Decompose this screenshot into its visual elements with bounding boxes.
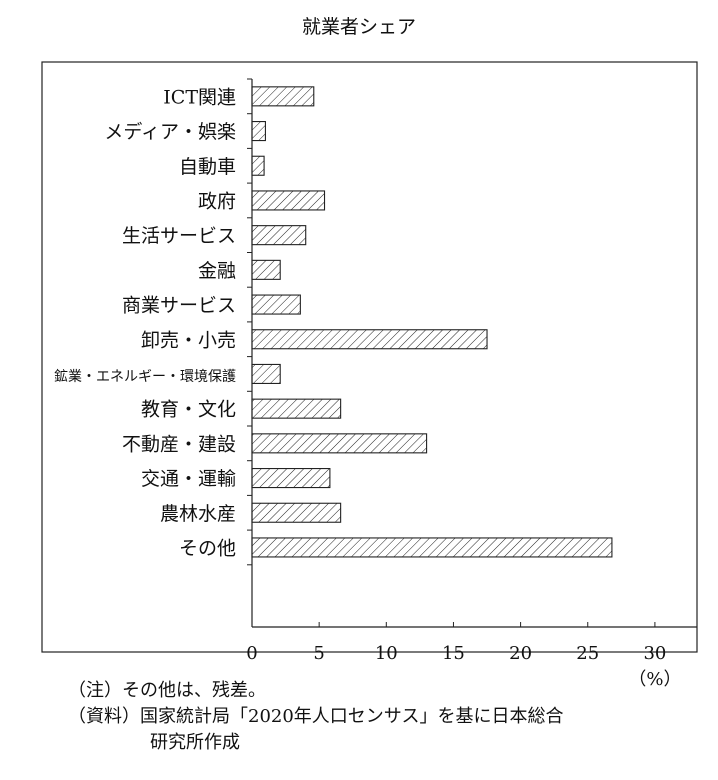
note-1-text: その他は、残差。 xyxy=(122,680,266,701)
chart-frame xyxy=(41,61,698,653)
note-1: （注）その他は、残差。 xyxy=(68,676,266,702)
chart-title: 就業者シェア xyxy=(301,16,416,38)
bar-3 xyxy=(251,190,326,211)
category-label: 生活サービス xyxy=(122,225,236,247)
bar-11 xyxy=(251,467,331,489)
bar-6 xyxy=(251,294,301,315)
bar-9 xyxy=(251,398,342,419)
x-tick-label: 25 xyxy=(576,643,599,664)
note-1-label: （注） xyxy=(68,680,122,701)
bar-10 xyxy=(251,433,428,454)
x-tick-label: 10 xyxy=(375,643,398,664)
bar-1 xyxy=(251,121,266,142)
bar-8 xyxy=(251,363,281,385)
x-tick-label: 0 xyxy=(246,643,257,664)
x-unit-label: （%） xyxy=(628,669,681,690)
bar-13 xyxy=(251,537,613,558)
x-tick-label: 15 xyxy=(442,643,465,664)
category-label: その他 xyxy=(179,537,236,559)
x-tick-label: 30 xyxy=(643,643,666,664)
bar-7 xyxy=(251,329,488,350)
x-tick-label: 20 xyxy=(509,643,532,664)
category-label: 交通・運輸 xyxy=(141,468,236,490)
note-2-text: 国家統計局「2020年人口センサス」を基に日本総合 xyxy=(140,706,564,727)
bar-0 xyxy=(251,86,315,107)
category-label: メディア・娯楽 xyxy=(104,121,236,143)
category-label: 不動産・建設 xyxy=(122,433,236,455)
category-label: 政府 xyxy=(198,190,236,212)
category-label: 卸売・小売 xyxy=(141,329,236,351)
category-label: 農林水産 xyxy=(160,503,236,525)
category-label: 自動車 xyxy=(179,156,236,178)
note-2-cont: 研究所作成 xyxy=(150,732,240,753)
category-label: 鉱業・エネルギー・環境保護 xyxy=(54,368,236,385)
bar-5 xyxy=(251,259,281,280)
category-label: 教育・文化 xyxy=(141,399,236,421)
x-tick-label: 5 xyxy=(313,643,324,664)
bar-2 xyxy=(251,155,265,176)
note-2: （資料）国家統計局「2020年人口センサス」を基に日本総合 xyxy=(68,702,563,728)
category-label: 金融 xyxy=(198,260,236,282)
category-label: 商業サービス xyxy=(122,295,236,317)
category-label: ICT関連 xyxy=(163,86,236,108)
bar-12 xyxy=(251,502,342,523)
bar-4 xyxy=(251,225,307,246)
note-2-label: （資料） xyxy=(68,706,140,727)
